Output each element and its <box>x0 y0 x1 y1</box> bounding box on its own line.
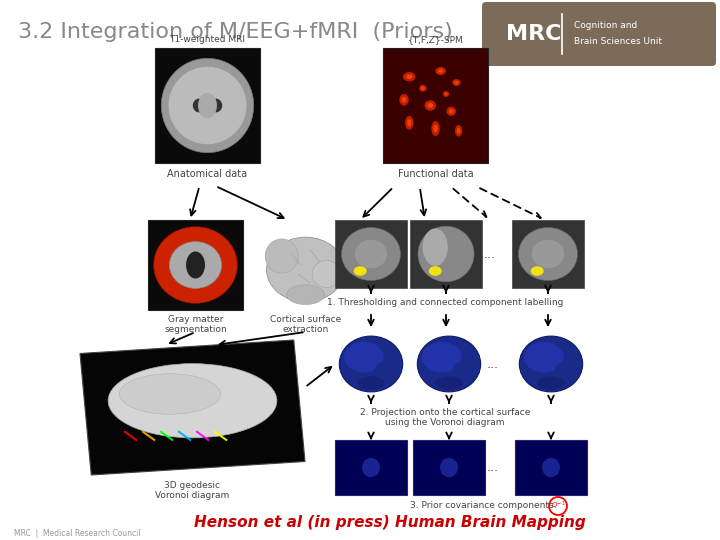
Ellipse shape <box>265 239 298 273</box>
Text: $Q^{-1}$: $Q^{-1}$ <box>551 500 565 512</box>
Text: 1. Thresholding and connected component labelling: 1. Thresholding and connected component … <box>327 298 563 307</box>
Text: ...: ... <box>487 357 499 370</box>
Ellipse shape <box>542 458 560 477</box>
Ellipse shape <box>428 103 433 108</box>
Ellipse shape <box>456 128 460 134</box>
Ellipse shape <box>339 336 402 392</box>
Ellipse shape <box>153 227 238 303</box>
Text: ...: ... <box>484 247 496 260</box>
Ellipse shape <box>402 97 406 103</box>
Ellipse shape <box>428 266 441 276</box>
Ellipse shape <box>436 67 446 75</box>
Ellipse shape <box>312 260 341 287</box>
Bar <box>413 440 485 495</box>
Ellipse shape <box>425 100 436 111</box>
Text: Gray matter
segmentation: Gray matter segmentation <box>164 315 227 334</box>
Text: Functional data: Functional data <box>397 169 473 179</box>
Ellipse shape <box>210 99 222 112</box>
Ellipse shape <box>531 266 544 276</box>
Text: ...: ... <box>487 461 499 474</box>
Ellipse shape <box>407 119 411 126</box>
Ellipse shape <box>418 226 474 282</box>
Ellipse shape <box>108 363 277 438</box>
Ellipse shape <box>433 125 438 132</box>
Ellipse shape <box>453 361 474 380</box>
Text: MRC: MRC <box>506 24 562 44</box>
Ellipse shape <box>519 336 582 392</box>
Ellipse shape <box>422 342 462 373</box>
Ellipse shape <box>357 376 384 390</box>
Text: Brain Sciences Unit: Brain Sciences Unit <box>574 37 662 46</box>
Bar <box>335 440 407 495</box>
Text: 3. Prior covariance components: 3. Prior covariance components <box>410 501 554 510</box>
Bar <box>258 220 353 310</box>
Bar <box>148 220 243 310</box>
Ellipse shape <box>452 79 461 86</box>
Ellipse shape <box>341 227 400 280</box>
Ellipse shape <box>400 94 409 105</box>
Polygon shape <box>80 340 305 475</box>
Ellipse shape <box>374 361 396 380</box>
Ellipse shape <box>532 240 564 268</box>
Ellipse shape <box>405 116 413 130</box>
Text: Cognition and: Cognition and <box>574 22 637 30</box>
Ellipse shape <box>169 241 222 288</box>
Ellipse shape <box>344 342 384 373</box>
Ellipse shape <box>406 75 413 79</box>
Ellipse shape <box>438 69 444 73</box>
Bar <box>335 220 407 288</box>
Ellipse shape <box>537 376 564 390</box>
Text: T1-weighted MRI: T1-weighted MRI <box>169 35 246 44</box>
Ellipse shape <box>455 125 462 137</box>
Bar <box>512 220 584 288</box>
Text: MRC  |  Medical Research Council: MRC | Medical Research Council <box>14 529 140 537</box>
Ellipse shape <box>355 240 387 268</box>
Ellipse shape <box>198 93 217 118</box>
Bar <box>410 220 482 288</box>
Ellipse shape <box>287 285 325 305</box>
Text: Anatomical data: Anatomical data <box>168 169 248 179</box>
Ellipse shape <box>431 121 440 136</box>
Text: 3D geodesic
Voronoi diagram: 3D geodesic Voronoi diagram <box>156 481 230 501</box>
Ellipse shape <box>120 374 220 414</box>
Ellipse shape <box>403 72 415 82</box>
Ellipse shape <box>362 458 380 477</box>
Ellipse shape <box>449 109 454 113</box>
Text: 2. Projection onto the cortical surface
using the Voronoi diagram: 2. Projection onto the cortical surface … <box>360 408 530 427</box>
Text: Henson et al (in press) Human Brain Mapping: Henson et al (in press) Human Brain Mapp… <box>194 516 586 530</box>
Ellipse shape <box>436 376 463 390</box>
Ellipse shape <box>440 458 458 477</box>
Text: {T,F,Z}-SPM: {T,F,Z}-SPM <box>408 35 464 44</box>
Ellipse shape <box>168 66 247 145</box>
Bar <box>383 48 488 163</box>
Ellipse shape <box>446 106 456 116</box>
Ellipse shape <box>524 342 564 373</box>
Bar <box>155 48 260 163</box>
Ellipse shape <box>418 336 481 392</box>
FancyBboxPatch shape <box>482 2 716 66</box>
Ellipse shape <box>423 228 448 266</box>
Ellipse shape <box>354 266 366 276</box>
Ellipse shape <box>421 86 425 90</box>
Ellipse shape <box>193 99 205 112</box>
Ellipse shape <box>444 92 448 96</box>
Text: 3.2 Integration of M/EEG+fMRI  (Priors): 3.2 Integration of M/EEG+fMRI (Priors) <box>18 22 453 42</box>
Ellipse shape <box>161 58 253 153</box>
Ellipse shape <box>454 81 459 84</box>
Ellipse shape <box>266 237 344 302</box>
Bar <box>515 440 587 495</box>
Text: Cortical surface
extraction: Cortical surface extraction <box>270 315 341 334</box>
Ellipse shape <box>419 85 426 92</box>
Ellipse shape <box>518 227 577 280</box>
Ellipse shape <box>186 252 205 279</box>
Ellipse shape <box>443 91 449 97</box>
Ellipse shape <box>554 361 576 380</box>
